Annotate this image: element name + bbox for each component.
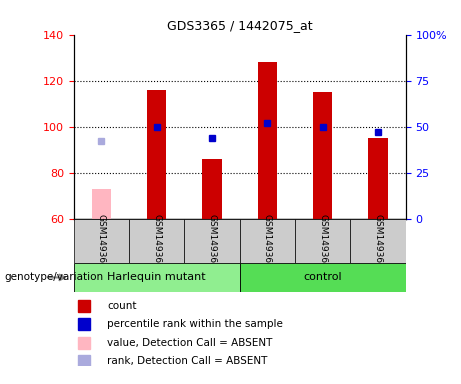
Text: GSM149363: GSM149363 (263, 214, 272, 268)
Bar (350, 219, 406, 263)
Text: GSM149364: GSM149364 (318, 214, 327, 268)
Bar (240, 263, 406, 292)
Text: genotype/variation: genotype/variation (5, 272, 104, 283)
Bar (258, 62, 277, 219)
Bar (184, 219, 240, 263)
Text: Harlequin mutant: Harlequin mutant (107, 272, 206, 283)
Text: GSM149365: GSM149365 (373, 214, 383, 268)
Text: percentile rank within the sample: percentile rank within the sample (107, 319, 283, 329)
Text: GSM149361: GSM149361 (152, 214, 161, 268)
Bar (368, 138, 388, 219)
Text: GSM149362: GSM149362 (207, 214, 217, 268)
Bar (313, 92, 332, 219)
Bar (92, 189, 111, 219)
Bar (129, 219, 184, 263)
Bar (74, 263, 240, 292)
Bar (240, 219, 295, 263)
Text: control: control (303, 272, 342, 283)
Bar (74, 219, 129, 263)
Text: count: count (107, 301, 136, 311)
Text: GSM149360: GSM149360 (97, 214, 106, 268)
Title: GDS3365 / 1442075_at: GDS3365 / 1442075_at (167, 19, 313, 32)
Bar (147, 90, 166, 219)
Bar (202, 159, 222, 219)
Text: value, Detection Call = ABSENT: value, Detection Call = ABSENT (107, 338, 272, 348)
Bar (295, 219, 350, 263)
Text: rank, Detection Call = ABSENT: rank, Detection Call = ABSENT (107, 356, 267, 366)
